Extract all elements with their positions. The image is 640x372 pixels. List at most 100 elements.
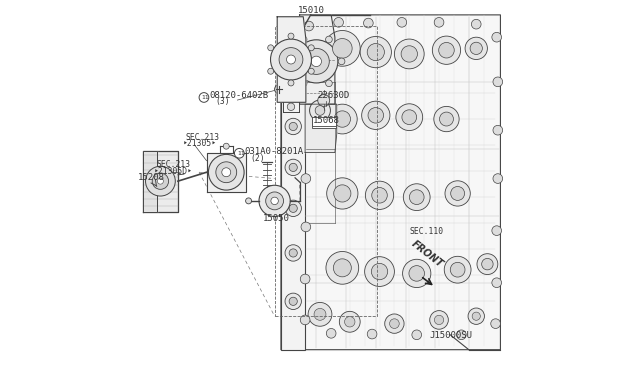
Circle shape xyxy=(368,108,383,123)
Circle shape xyxy=(223,143,229,149)
Text: 15050: 15050 xyxy=(262,214,289,223)
Text: 15010: 15010 xyxy=(298,6,324,15)
Circle shape xyxy=(412,330,422,340)
Circle shape xyxy=(285,200,301,217)
Circle shape xyxy=(385,314,404,333)
Circle shape xyxy=(328,104,357,134)
Circle shape xyxy=(401,46,417,62)
Circle shape xyxy=(288,33,294,39)
Circle shape xyxy=(287,103,294,110)
Circle shape xyxy=(268,45,274,51)
Circle shape xyxy=(396,104,422,131)
Circle shape xyxy=(289,297,298,305)
Circle shape xyxy=(338,58,345,65)
Circle shape xyxy=(246,198,252,204)
Circle shape xyxy=(301,174,310,183)
Circle shape xyxy=(308,68,314,74)
Circle shape xyxy=(451,186,465,201)
Circle shape xyxy=(477,254,498,275)
Circle shape xyxy=(390,319,399,328)
Circle shape xyxy=(362,101,390,129)
Circle shape xyxy=(145,166,175,196)
Circle shape xyxy=(445,181,470,206)
Polygon shape xyxy=(143,151,157,212)
Circle shape xyxy=(289,44,298,52)
Circle shape xyxy=(451,262,465,277)
Bar xyxy=(275,26,377,316)
Circle shape xyxy=(360,36,392,68)
Circle shape xyxy=(285,293,301,310)
Text: 15208: 15208 xyxy=(138,173,164,182)
Circle shape xyxy=(440,112,453,126)
Text: 11: 11 xyxy=(237,151,244,156)
Circle shape xyxy=(434,106,459,132)
Circle shape xyxy=(493,125,502,135)
Text: 08120-6402B: 08120-6402B xyxy=(209,91,269,100)
Circle shape xyxy=(287,55,296,64)
Circle shape xyxy=(434,17,444,27)
Circle shape xyxy=(289,163,298,171)
Bar xyxy=(312,117,336,126)
Circle shape xyxy=(482,259,493,270)
Circle shape xyxy=(367,44,385,61)
Text: 15068: 15068 xyxy=(313,116,340,125)
Circle shape xyxy=(402,110,417,125)
Circle shape xyxy=(365,181,394,209)
Circle shape xyxy=(465,37,488,60)
Circle shape xyxy=(301,222,310,232)
Circle shape xyxy=(433,36,461,64)
Circle shape xyxy=(285,40,301,57)
Circle shape xyxy=(271,197,278,205)
Circle shape xyxy=(333,185,351,202)
Circle shape xyxy=(266,192,284,210)
Circle shape xyxy=(300,36,307,43)
Circle shape xyxy=(326,36,332,43)
Circle shape xyxy=(285,77,301,94)
Circle shape xyxy=(324,31,360,66)
Circle shape xyxy=(492,278,502,288)
Circle shape xyxy=(303,48,330,74)
Circle shape xyxy=(289,81,298,90)
Text: SEC.213: SEC.213 xyxy=(156,160,191,169)
Circle shape xyxy=(300,80,307,87)
Text: SEC.110: SEC.110 xyxy=(410,227,444,236)
Circle shape xyxy=(300,274,310,284)
Circle shape xyxy=(326,251,358,284)
Text: ‣21305‣: ‣21305‣ xyxy=(183,140,217,148)
Circle shape xyxy=(285,159,301,176)
Circle shape xyxy=(339,311,360,332)
Circle shape xyxy=(367,329,377,339)
Polygon shape xyxy=(281,15,500,350)
Circle shape xyxy=(403,184,430,211)
Text: J15000SU: J15000SU xyxy=(429,331,472,340)
Circle shape xyxy=(333,259,351,277)
Polygon shape xyxy=(207,153,246,192)
Circle shape xyxy=(333,39,352,58)
Circle shape xyxy=(429,311,449,329)
Bar xyxy=(281,67,305,350)
Circle shape xyxy=(409,266,424,281)
Circle shape xyxy=(315,106,325,115)
Circle shape xyxy=(234,148,244,158)
Circle shape xyxy=(288,80,294,86)
Text: (2): (2) xyxy=(250,154,265,163)
Circle shape xyxy=(435,315,444,324)
Circle shape xyxy=(308,45,314,51)
Circle shape xyxy=(289,122,298,131)
Polygon shape xyxy=(305,104,337,153)
Text: 11: 11 xyxy=(202,96,209,100)
Circle shape xyxy=(326,328,336,338)
Circle shape xyxy=(209,154,244,190)
Circle shape xyxy=(456,330,466,340)
Circle shape xyxy=(157,178,163,184)
Circle shape xyxy=(397,17,406,27)
Circle shape xyxy=(365,257,394,286)
Circle shape xyxy=(468,308,484,324)
Text: (3): (3) xyxy=(215,97,230,106)
Circle shape xyxy=(334,17,344,27)
Circle shape xyxy=(344,317,355,327)
Circle shape xyxy=(438,42,454,58)
Circle shape xyxy=(470,42,483,55)
Circle shape xyxy=(472,19,481,29)
Circle shape xyxy=(275,85,284,94)
